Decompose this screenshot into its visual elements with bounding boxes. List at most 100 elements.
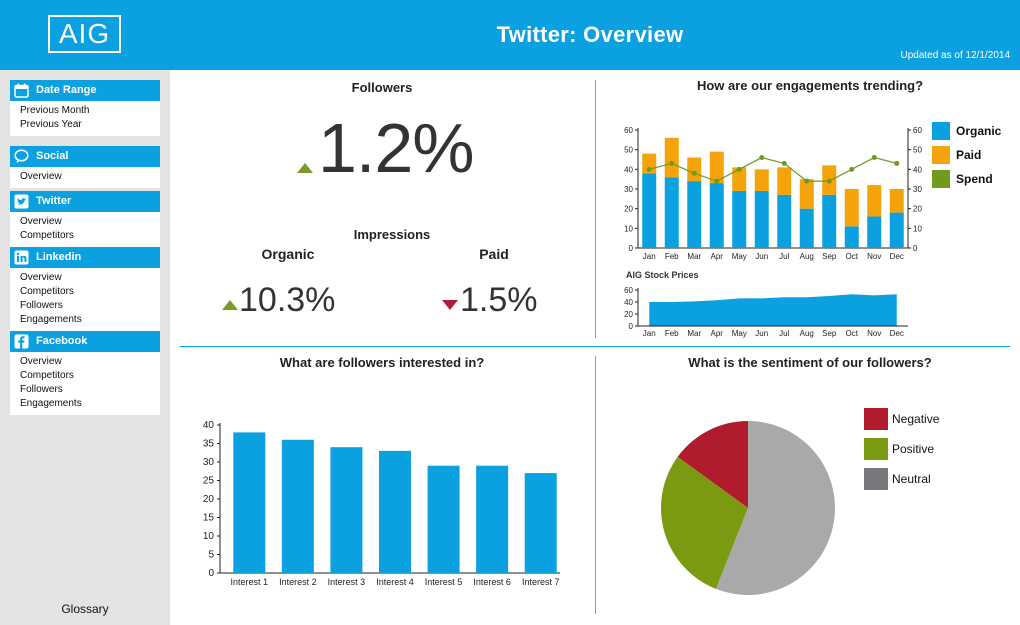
nav-group-facebook: Facebook Overview Competitors Followers … <box>10 331 160 415</box>
interest-bar <box>524 473 557 573</box>
y2-tick-label: 60 <box>913 126 922 135</box>
y2-tick-label: 40 <box>913 165 922 174</box>
linkedin-icon <box>14 250 29 265</box>
interest-bar <box>379 450 411 573</box>
nav-item-facebook-engagements[interactable]: Engagements <box>20 398 82 409</box>
nav-head-date-range[interactable]: Date Range <box>10 80 160 101</box>
y-tick-label: 5 <box>208 550 214 561</box>
nav-group-date-range: Date Range Previous Month Previous Year <box>10 80 160 136</box>
y2-tick-label: 10 <box>913 224 922 233</box>
x-tick-label: Interest 4 <box>376 577 414 587</box>
legend-label-positive: Positive <box>892 442 934 456</box>
x-tick-label: Aug <box>800 252 814 261</box>
stock-x-tick-label: May <box>732 329 747 338</box>
page-title: Twitter: Overview <box>496 22 684 47</box>
nav-head-label: Social <box>36 150 69 162</box>
bar-organic <box>754 190 769 248</box>
glossary-link[interactable]: Glossary <box>61 602 109 616</box>
nav-item-linkedin-competitors[interactable]: Competitors <box>20 286 74 297</box>
nav-group-social: Social Overview <box>10 146 160 188</box>
bar-paid <box>867 185 882 217</box>
pie-slice-neutral <box>715 421 835 595</box>
y2-tick-label: 30 <box>913 185 922 194</box>
bar-paid <box>844 189 859 227</box>
bar-organic <box>777 194 792 248</box>
legend-swatch-organic <box>932 122 950 140</box>
bar-paid <box>754 169 769 191</box>
stock-x-tick-label: Feb <box>665 329 679 338</box>
spend-point <box>714 178 720 184</box>
impressions-paid-value: 1.5% <box>460 281 538 319</box>
interest-bar <box>476 465 509 573</box>
bar-organic <box>642 173 657 248</box>
nav-item-linkedin-engagements[interactable]: Engagements <box>20 314 82 325</box>
nav-item-facebook-followers[interactable]: Followers <box>20 384 63 395</box>
y2-tick-label: 0 <box>913 244 918 253</box>
nav-item-linkedin-overview[interactable]: Overview <box>20 272 62 283</box>
impressions-organic-value: 10.3% <box>239 281 336 319</box>
nav-head-social[interactable]: Social <box>10 146 160 167</box>
engagements-title: How are our engagements trending? <box>696 78 924 93</box>
spend-line <box>649 156 897 182</box>
stock-x-tick-label: Jul <box>779 329 789 338</box>
x-tick-label: Jul <box>779 252 789 261</box>
stock-area <box>649 294 897 326</box>
nav-head-facebook[interactable]: Facebook <box>10 331 160 352</box>
stock-x-tick-label: Nov <box>867 329 881 338</box>
interest-bar <box>330 447 363 573</box>
bar-paid <box>889 189 904 213</box>
nav-item-previous-month[interactable]: Previous Month <box>20 105 90 116</box>
stock-x-tick-label: Dec <box>890 329 904 338</box>
nav-head-linkedin[interactable]: Linkedin <box>10 247 160 268</box>
x-tick-label: Jun <box>755 252 768 261</box>
bar-organic <box>822 194 837 248</box>
y-tick-label: 0 <box>629 244 634 253</box>
nav-item-social-overview[interactable]: Overview <box>20 171 62 182</box>
nav-head-twitter[interactable]: Twitter <box>10 191 160 212</box>
nav-item-facebook-overview[interactable]: Overview <box>20 356 62 367</box>
bar-paid <box>687 157 702 182</box>
nav-item-twitter-competitors[interactable]: Competitors <box>20 230 74 241</box>
aig-logo[interactable]: AIG <box>48 15 121 53</box>
nav-head-label: Twitter <box>36 195 72 207</box>
nav-item-linkedin-followers[interactable]: Followers <box>20 300 63 311</box>
y-tick-label: 25 <box>203 476 215 487</box>
stock-y-tick-label: 20 <box>624 310 633 319</box>
bar-organic <box>799 208 814 248</box>
legend-swatch-spend <box>932 170 950 188</box>
nav-item-previous-year[interactable]: Previous Year <box>20 119 82 130</box>
stock-y-tick-label: 40 <box>624 298 633 307</box>
bar-organic <box>709 183 724 248</box>
y2-tick-label: 20 <box>913 205 922 214</box>
stock-x-tick-label: Jan <box>643 329 656 338</box>
x-tick-label: Sep <box>822 252 837 261</box>
x-tick-label: Oct <box>846 252 859 261</box>
nav-head-label: Linkedin <box>36 251 82 263</box>
nav-item-twitter-overview[interactable]: Overview <box>20 216 62 227</box>
sidebar: Date Range Previous Month Previous Year … <box>0 70 170 625</box>
legend-label-paid: Paid <box>956 148 981 162</box>
interest-bar <box>281 439 314 573</box>
divider-horizontal <box>180 346 1010 347</box>
legend-label-spend: Spend <box>956 172 993 186</box>
x-tick-label: Interest 7 <box>522 577 560 587</box>
x-tick-label: Feb <box>665 252 679 261</box>
x-tick-label: May <box>732 252 747 261</box>
pie-slice-positive <box>661 456 748 589</box>
legend-swatch-paid <box>932 146 950 164</box>
bar-organic <box>844 226 859 248</box>
spend-point <box>804 178 810 184</box>
calendar-icon <box>14 83 29 98</box>
header: AIG Twitter: Overview Updated as of 12/1… <box>0 0 1020 70</box>
y-tick-label: 15 <box>203 513 215 524</box>
sentiment-chart: Negative Positive Neutral <box>661 408 940 595</box>
legend-label-organic: Organic <box>956 124 1002 138</box>
x-tick-label: Jan <box>643 252 656 261</box>
nav-item-facebook-competitors[interactable]: Competitors <box>20 370 74 381</box>
nav-group-twitter: Twitter Overview Competitors <box>10 191 160 247</box>
bar-organic <box>687 181 702 248</box>
y-tick-label: 10 <box>203 531 215 542</box>
y-tick-label: 50 <box>624 146 633 155</box>
stock-y-tick-label: 60 <box>624 286 633 295</box>
legend-label-negative: Negative <box>892 412 940 426</box>
